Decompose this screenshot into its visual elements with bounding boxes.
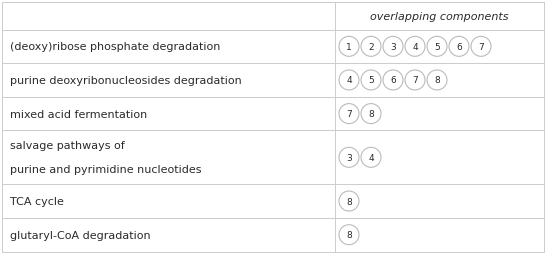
Text: (deoxy)ribose phosphate degradation: (deoxy)ribose phosphate degradation bbox=[10, 42, 221, 52]
Text: TCA cycle: TCA cycle bbox=[10, 196, 64, 206]
Circle shape bbox=[405, 71, 425, 91]
Circle shape bbox=[339, 191, 359, 211]
Text: 8: 8 bbox=[346, 197, 352, 206]
Circle shape bbox=[427, 37, 447, 57]
Text: 5: 5 bbox=[434, 43, 440, 52]
Circle shape bbox=[361, 71, 381, 91]
Circle shape bbox=[339, 37, 359, 57]
Circle shape bbox=[339, 148, 359, 168]
Text: 8: 8 bbox=[368, 110, 374, 119]
Text: 6: 6 bbox=[456, 43, 462, 52]
Text: salvage pathways of: salvage pathways of bbox=[10, 141, 124, 151]
Text: purine deoxyribonucleosides degradation: purine deoxyribonucleosides degradation bbox=[10, 76, 242, 86]
Circle shape bbox=[383, 37, 403, 57]
Circle shape bbox=[361, 104, 381, 124]
Text: 3: 3 bbox=[390, 43, 396, 52]
Circle shape bbox=[339, 71, 359, 91]
Text: 4: 4 bbox=[412, 43, 418, 52]
Text: 4: 4 bbox=[368, 153, 374, 162]
Text: mixed acid fermentation: mixed acid fermentation bbox=[10, 109, 147, 119]
Text: 7: 7 bbox=[346, 110, 352, 119]
Text: 5: 5 bbox=[368, 76, 374, 85]
Circle shape bbox=[449, 37, 469, 57]
Text: 8: 8 bbox=[434, 76, 440, 85]
Circle shape bbox=[361, 148, 381, 168]
Circle shape bbox=[383, 71, 403, 91]
Text: 8: 8 bbox=[346, 230, 352, 239]
Text: 6: 6 bbox=[390, 76, 396, 85]
Text: 7: 7 bbox=[478, 43, 484, 52]
Text: purine and pyrimidine nucleotides: purine and pyrimidine nucleotides bbox=[10, 165, 201, 174]
Text: overlapping components: overlapping components bbox=[370, 11, 509, 21]
Text: 7: 7 bbox=[412, 76, 418, 85]
Text: 4: 4 bbox=[346, 76, 352, 85]
Text: 2: 2 bbox=[368, 43, 374, 52]
Circle shape bbox=[339, 225, 359, 245]
Circle shape bbox=[361, 37, 381, 57]
Circle shape bbox=[339, 104, 359, 124]
Circle shape bbox=[427, 71, 447, 91]
Text: 3: 3 bbox=[346, 153, 352, 162]
Circle shape bbox=[471, 37, 491, 57]
Circle shape bbox=[405, 37, 425, 57]
Text: glutaryl-CoA degradation: glutaryl-CoA degradation bbox=[10, 230, 151, 240]
Text: 1: 1 bbox=[346, 43, 352, 52]
